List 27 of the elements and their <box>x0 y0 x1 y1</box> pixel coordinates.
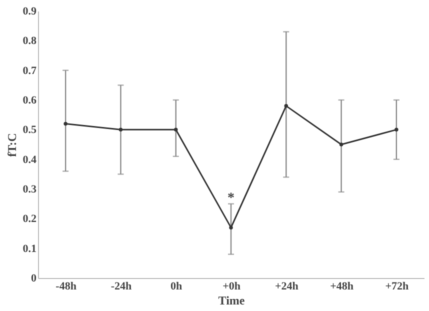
y-tick-label: 0.3 <box>22 184 37 196</box>
y-tick-label: 0.7 <box>22 64 37 77</box>
point <box>339 142 344 146</box>
y-axis-title: fT:C <box>4 133 19 157</box>
point <box>118 128 123 132</box>
x-tick-label: +48h <box>330 280 354 292</box>
x-tick-label: 0h <box>170 280 182 292</box>
point <box>394 128 398 132</box>
y-tick-label: 0.9 <box>22 6 37 18</box>
y-tick-label: 0 <box>31 272 37 284</box>
x-tick-label: +24h <box>274 280 298 292</box>
x-tick-label: -24h <box>110 280 132 292</box>
point <box>284 104 288 108</box>
point <box>64 122 68 126</box>
y-tick-label: 0.2 <box>22 213 37 226</box>
y-tick-label: 0.5 <box>22 124 37 136</box>
x-tick-label: -48h <box>56 280 76 292</box>
x-axis-title: Time <box>218 294 246 308</box>
y-tick-label: 0.4 <box>22 154 37 166</box>
annotation: * <box>228 190 234 206</box>
y-tick-label: 0.6 <box>22 94 37 106</box>
point <box>229 226 233 230</box>
y-tick-label: 0.8 <box>22 35 37 48</box>
x-tick-label: +0h <box>222 280 240 292</box>
y-tick-label: 0.1 <box>22 242 36 255</box>
x-tick-label: +72h <box>385 280 409 292</box>
point <box>174 128 178 132</box>
